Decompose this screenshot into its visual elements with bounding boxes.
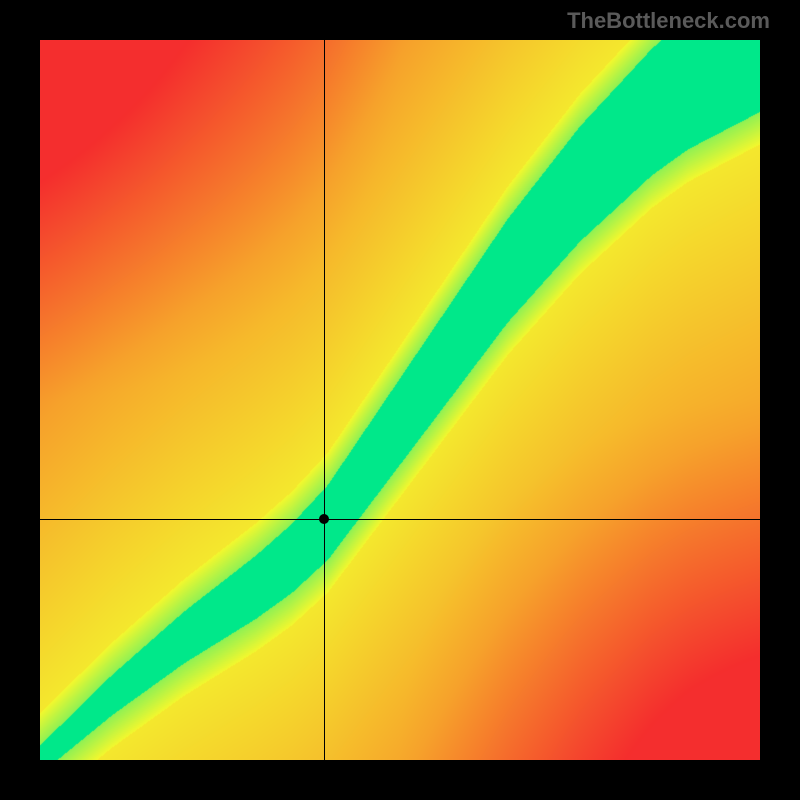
crosshair-vertical: [324, 40, 325, 760]
plot-area: [40, 40, 760, 760]
watermark-text: TheBottleneck.com: [567, 8, 770, 34]
chart-container: TheBottleneck.com: [0, 0, 800, 800]
heatmap-canvas: [40, 40, 760, 760]
crosshair-horizontal: [40, 519, 760, 520]
data-point-marker: [319, 514, 329, 524]
